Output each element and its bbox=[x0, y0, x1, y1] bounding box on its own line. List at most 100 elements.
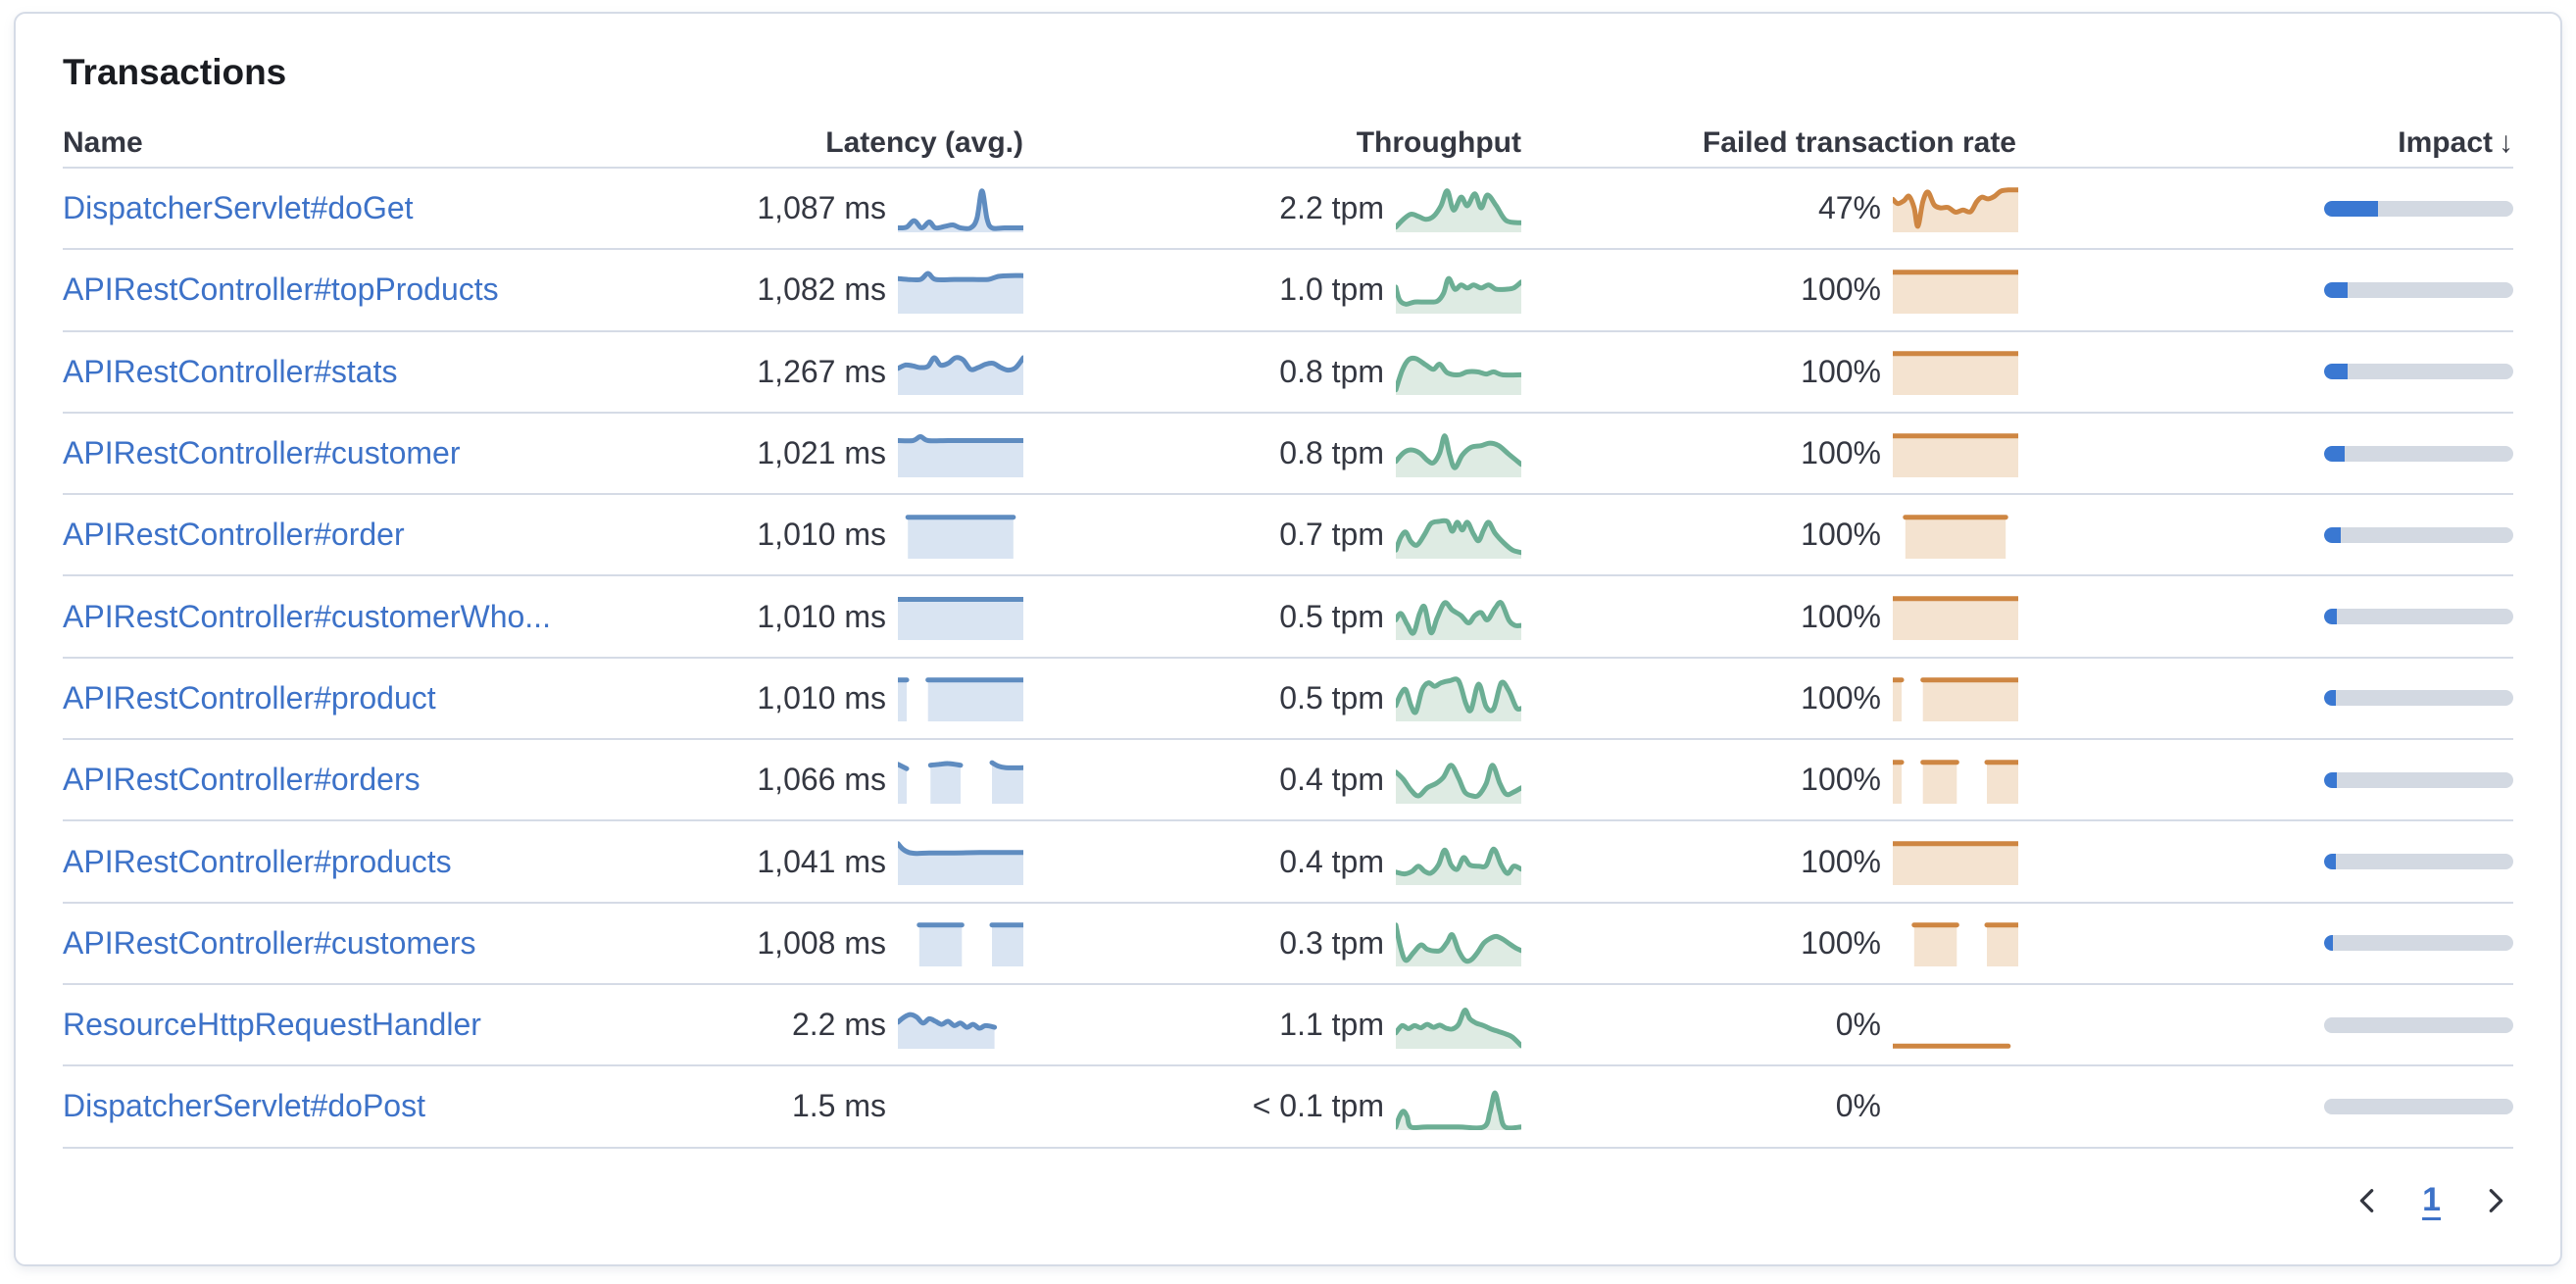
column-header-throughput[interactable]: Throughput bbox=[1356, 126, 1521, 159]
impact-bar-track bbox=[2324, 1016, 2513, 1033]
impact-cell bbox=[2016, 281, 2513, 298]
chevron-left-icon bbox=[2359, 1188, 2374, 1212]
latency-sparkline bbox=[886, 838, 1023, 886]
transaction-name-link[interactable]: APIRestController#order bbox=[63, 517, 405, 553]
impact-bar-track bbox=[2324, 935, 2513, 952]
page-title: Transactions bbox=[63, 52, 287, 92]
failed-rate-value: 100% bbox=[1801, 517, 1881, 553]
impact-bar-fill bbox=[2324, 609, 2337, 625]
latency-value: 1,010 ms bbox=[757, 598, 886, 634]
impact-cell bbox=[2016, 1098, 2513, 1114]
throughput-value: 1.0 tpm bbox=[1279, 272, 1384, 308]
impact-cell bbox=[2016, 690, 2513, 707]
throughput-value: 0.5 tpm bbox=[1279, 598, 1384, 634]
impact-bar-track bbox=[2324, 364, 2513, 380]
impact-bar-track bbox=[2324, 445, 2513, 462]
throughput-value: 0.4 tpm bbox=[1279, 762, 1384, 798]
failed-rate-sparkline bbox=[1881, 919, 2018, 967]
throughput-sparkline bbox=[1384, 1002, 1521, 1049]
failed-rate-value: 0% bbox=[1835, 1007, 1881, 1043]
latency-value: 1,066 ms bbox=[757, 762, 886, 798]
next-page-button[interactable] bbox=[2478, 1183, 2513, 1218]
column-header-failed-rate[interactable]: Failed transaction rate bbox=[1702, 126, 2016, 159]
impact-cell bbox=[2016, 200, 2513, 217]
impact-cell bbox=[2016, 1016, 2513, 1033]
throughput-sparkline bbox=[1384, 512, 1521, 559]
impact-bar-track bbox=[2324, 854, 2513, 870]
latency-value: 1,082 ms bbox=[757, 272, 886, 308]
table-row: ResourceHttpRequestHandler 2.2 ms 1.1 tp… bbox=[63, 985, 2513, 1067]
latency-value: 1,010 ms bbox=[757, 679, 886, 716]
table-row: APIRestController#stats 1,267 ms 0.8 tpm… bbox=[63, 332, 2513, 414]
table-row: APIRestController#orders 1,066 ms 0.4 tp… bbox=[63, 740, 2513, 822]
impact-bar-track bbox=[2324, 609, 2513, 625]
latency-sparkline bbox=[886, 1002, 1023, 1049]
impact-cell bbox=[2016, 609, 2513, 625]
transactions-panel: Transactions Name Latency (avg.) Through… bbox=[14, 12, 2562, 1266]
column-header-latency[interactable]: Latency (avg.) bbox=[825, 126, 1023, 159]
table-row: APIRestController#order 1,010 ms 0.7 tpm… bbox=[63, 495, 2513, 577]
transaction-name-link[interactable]: APIRestController#topProducts bbox=[63, 272, 499, 308]
latency-sparkline bbox=[886, 185, 1023, 232]
transaction-name-link[interactable]: DispatcherServlet#doPost bbox=[63, 1088, 425, 1124]
latency-sparkline bbox=[886, 430, 1023, 477]
transaction-name-link[interactable]: APIRestController#customers bbox=[63, 924, 476, 961]
table-row: APIRestController#products 1,041 ms 0.4 … bbox=[63, 821, 2513, 904]
transaction-name-link[interactable]: APIRestController#customer bbox=[63, 435, 461, 471]
failed-rate-sparkline bbox=[1881, 1002, 2016, 1049]
throughput-value: 0.8 tpm bbox=[1279, 353, 1384, 389]
table-row: DispatcherServlet#doGet 1,087 ms 2.2 tpm… bbox=[63, 169, 2513, 251]
throughput-value: 2.2 tpm bbox=[1279, 190, 1384, 226]
transaction-name-link[interactable]: APIRestController#customerWho... bbox=[63, 598, 551, 634]
latency-value: 2.2 ms bbox=[791, 1007, 886, 1043]
impact-cell bbox=[2016, 935, 2513, 952]
transaction-name-link[interactable]: APIRestController#product bbox=[63, 679, 436, 716]
transaction-name-link[interactable]: ResourceHttpRequestHandler bbox=[63, 1007, 481, 1043]
column-header-impact[interactable]: Impact ↓ bbox=[2016, 126, 2513, 160]
transaction-name-link[interactable]: DispatcherServlet#doGet bbox=[63, 190, 414, 226]
failed-rate-value: 100% bbox=[1801, 762, 1881, 798]
transaction-name-link[interactable]: APIRestController#products bbox=[63, 843, 452, 879]
impact-bar-fill bbox=[2324, 690, 2336, 707]
table-row: DispatcherServlet#doPost 1.5 ms < 0.1 tp… bbox=[63, 1066, 2513, 1149]
impact-bar-fill bbox=[2324, 364, 2349, 380]
latency-sparkline bbox=[886, 757, 1023, 804]
impact-cell bbox=[2016, 854, 2513, 870]
table-row: APIRestController#product 1,010 ms 0.5 t… bbox=[63, 659, 2513, 741]
latency-sparkline bbox=[886, 1083, 1023, 1130]
impact-bar-track bbox=[2324, 281, 2513, 298]
throughput-value: 1.1 tpm bbox=[1279, 1007, 1384, 1043]
transaction-name-link[interactable]: APIRestController#stats bbox=[63, 353, 398, 389]
failed-rate-sparkline bbox=[1881, 430, 2018, 477]
failed-rate-value: 100% bbox=[1801, 924, 1881, 961]
failed-rate-sparkline bbox=[1881, 838, 2018, 886]
throughput-value: 0.3 tpm bbox=[1279, 924, 1384, 961]
transaction-name-link[interactable]: APIRestController#orders bbox=[63, 762, 421, 798]
impact-bar-fill bbox=[2324, 854, 2336, 870]
failed-rate-sparkline bbox=[1881, 267, 2018, 314]
failed-rate-sparkline bbox=[1881, 512, 2016, 559]
prev-page-button[interactable] bbox=[2350, 1183, 2385, 1218]
latency-sparkline bbox=[886, 512, 1023, 559]
failed-rate-sparkline bbox=[1881, 674, 2018, 722]
impact-bar-fill bbox=[2324, 200, 2378, 217]
throughput-sparkline bbox=[1384, 1083, 1521, 1130]
throughput-sparkline bbox=[1384, 348, 1521, 396]
latency-value: 1.5 ms bbox=[791, 1088, 886, 1124]
impact-bar-fill bbox=[2324, 281, 2349, 298]
throughput-value: 0.5 tpm bbox=[1279, 679, 1384, 716]
page-number-1[interactable]: 1 bbox=[2422, 1181, 2441, 1219]
latency-value: 1,041 ms bbox=[757, 843, 886, 879]
failed-rate-value: 100% bbox=[1801, 353, 1881, 389]
throughput-sparkline bbox=[1384, 838, 1521, 886]
failed-rate-sparkline bbox=[1881, 757, 2018, 804]
failed-rate-value: 100% bbox=[1801, 843, 1881, 879]
failed-rate-value: 100% bbox=[1801, 679, 1881, 716]
column-header-name[interactable]: Name bbox=[63, 126, 143, 159]
impact-cell bbox=[2016, 771, 2513, 788]
latency-sparkline bbox=[886, 267, 1023, 314]
throughput-sparkline bbox=[1384, 593, 1521, 641]
failed-rate-sparkline bbox=[1881, 593, 2018, 641]
latency-value: 1,010 ms bbox=[757, 517, 886, 553]
throughput-sparkline bbox=[1384, 919, 1521, 967]
